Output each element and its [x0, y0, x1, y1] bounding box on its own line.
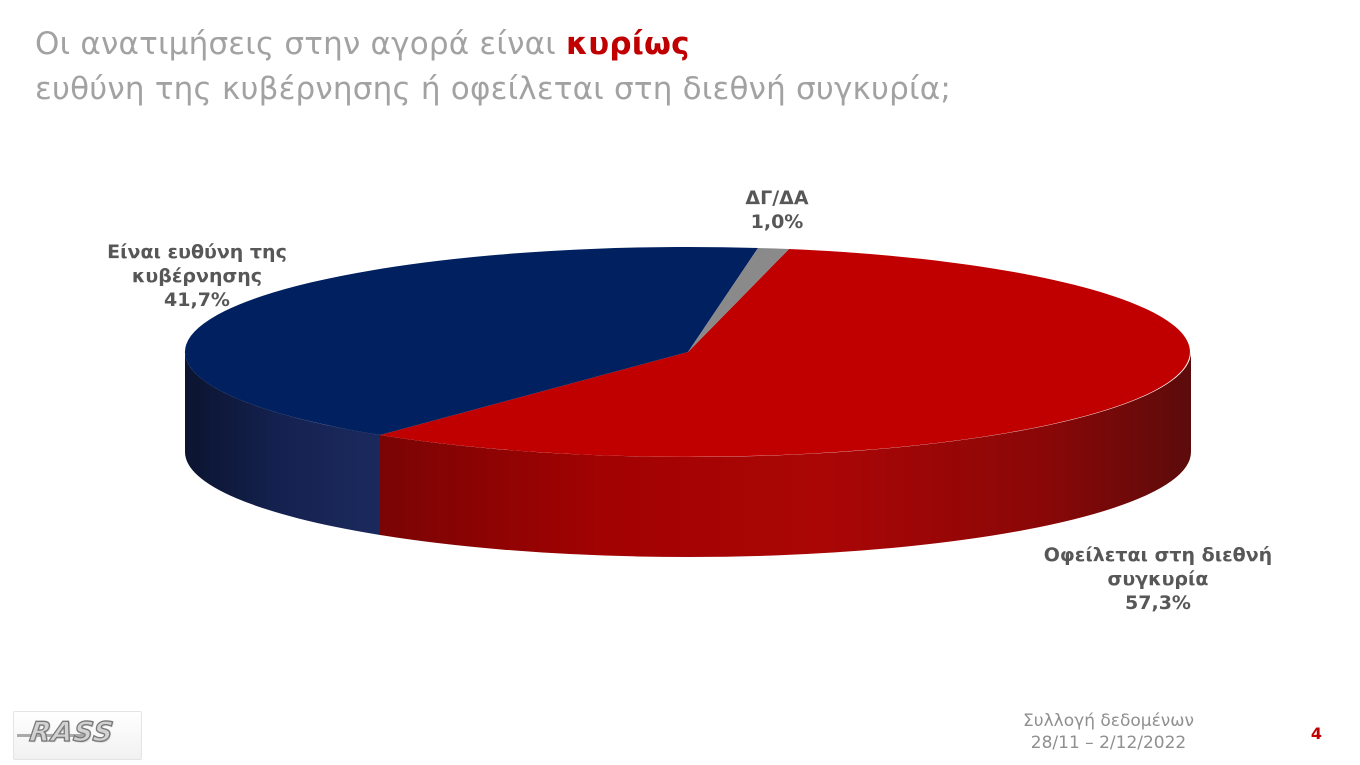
data-collection-dates: 28/11 – 2/12/2022 [1030, 733, 1187, 753]
data-collection-note: Συλλογή δεδομένων 28/11 – 2/12/2022 [1023, 710, 1194, 754]
label-dk-da-value: 1,0% [750, 211, 804, 233]
pie-slice-international-top [380, 249, 1190, 457]
title-line-2: ευθύνη της κυβέρνησης ή οφείλεται στη δι… [35, 71, 952, 107]
title-line-1: Οι ανατιμήσεις στην αγορά είναι κυρίως [35, 22, 1235, 67]
label-dk-da-name: ΔΓ/ΔΑ [745, 187, 809, 209]
label-international-name-line2: συγκυρία [1107, 568, 1209, 590]
title-line1-text: Οι ανατιμήσεις στην αγορά είναι [35, 26, 566, 62]
title-highlight-word: κυρίως [565, 26, 690, 62]
label-government-value: 41,7% [164, 289, 230, 311]
pie-wall-government [185, 352, 380, 535]
data-collection-label: Συλλογή δεδομένων [1023, 711, 1194, 731]
rass-logo-text: RASS [27, 716, 116, 748]
label-international-value: 57,3% [1125, 592, 1191, 614]
pie-slice-dk-top [688, 248, 789, 352]
label-government-name-line2: κυβέρνησης [131, 265, 263, 287]
page-number: 4 [1310, 724, 1322, 743]
rass-logo-line [17, 734, 87, 737]
label-international: Οφείλεται στη διεθνή συγκυρία 57,3% [1018, 543, 1298, 615]
pie-wall-international [380, 352, 1191, 557]
label-international-name-line1: Οφείλεται στη διεθνή [1043, 544, 1273, 566]
pie-slice-government-top [184, 246, 758, 435]
label-government: Είναι ευθύνη της κυβέρνησης 41,7% [77, 240, 317, 312]
label-government-name-line1: Είναι ευθύνη της [107, 241, 287, 263]
label-dk-da: ΔΓ/ΔΑ 1,0% [687, 186, 867, 234]
slide-title: Οι ανατιμήσεις στην αγορά είναι κυρίως ε… [35, 22, 1235, 112]
rass-logo: RASS [13, 711, 142, 760]
